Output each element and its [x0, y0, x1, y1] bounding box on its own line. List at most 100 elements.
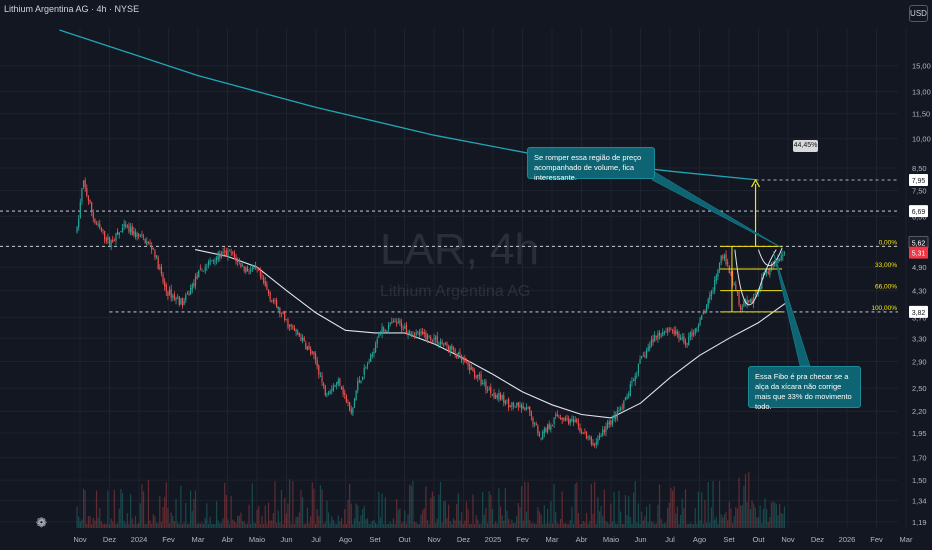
volume-bar: [671, 490, 674, 528]
volume-bar: [473, 523, 476, 528]
volume-bar: [757, 517, 760, 528]
volume-bar: [324, 522, 326, 528]
candle-body: [94, 219, 96, 223]
volume-bar: [448, 504, 450, 528]
volume-bar: [227, 519, 229, 528]
candle-body: [415, 332, 417, 336]
candle-body: [756, 292, 758, 294]
y-tick-label: 1,19: [912, 518, 927, 527]
volume-bar: [264, 505, 266, 528]
volume-bar: [178, 523, 180, 528]
volume-bar: [553, 484, 555, 528]
axes: 15,0013,0011,5010,008,507,506,505,504,90…: [73, 62, 930, 544]
volume-bar: [113, 489, 115, 528]
volume-bar: [407, 514, 409, 528]
volume-bar: [783, 506, 786, 528]
volume-bar: [321, 489, 323, 528]
volume-bar: [379, 517, 382, 528]
volume-bar: [194, 490, 197, 528]
callout-resistance[interactable]: Se romper essa região de preço acompanha…: [527, 147, 655, 182]
candle-body: [112, 239, 114, 242]
volume-bar: [287, 503, 289, 528]
volume-bar: [185, 502, 187, 528]
volume-bar: [76, 506, 78, 528]
candle-body: [720, 255, 722, 263]
volume-bar: [400, 523, 403, 528]
volume-bar: [245, 523, 247, 528]
y-tick-label: 3,30: [912, 334, 927, 343]
candle-body: [292, 326, 294, 328]
candle-body: [772, 264, 774, 267]
volume-bar: [368, 523, 370, 528]
volume-bar: [306, 507, 309, 528]
candle-body: [355, 390, 357, 401]
volume-bar: [224, 482, 226, 528]
candle-body: [645, 350, 648, 359]
volume-bar: [376, 523, 378, 528]
candle-body: [203, 270, 205, 272]
candle-body: [305, 342, 307, 350]
candle-body: [347, 402, 349, 404]
candle-body: [410, 333, 412, 337]
candle-body: [425, 332, 427, 340]
y-tick-label: 1,70: [912, 454, 927, 463]
tradingview-logo-icon[interactable]: ❁: [36, 515, 47, 530]
volume-bar: [538, 511, 541, 528]
volume-bar: [569, 520, 571, 528]
candle-body: [326, 394, 328, 396]
volume-bar: [198, 523, 200, 528]
volume-bar: [644, 516, 646, 528]
candle-body: [141, 234, 143, 236]
volume-bar: [180, 485, 182, 528]
volume-bar: [168, 523, 171, 528]
candle-body: [702, 311, 704, 315]
currency-button[interactable]: USD: [909, 5, 928, 22]
volume-bar: [378, 491, 380, 528]
candle-body: [736, 290, 739, 293]
price-label: 5,62: [912, 240, 926, 247]
candle-body: [574, 419, 576, 422]
level-price-label: 3,82: [912, 310, 926, 317]
candle-body: [383, 328, 385, 332]
volume-bar: [162, 507, 164, 528]
volume-bar: [326, 500, 328, 528]
candle-body: [553, 417, 555, 425]
candle-body: [319, 376, 322, 378]
candle-body: [199, 268, 201, 270]
volume-bar: [415, 522, 417, 528]
watermark-ticker: LAR, 4h: [380, 225, 539, 274]
callout-fibo[interactable]: Essa Fibo é pra checar se a alça da xíca…: [748, 366, 861, 411]
volume-bar: [131, 518, 133, 528]
volume-bar: [717, 523, 719, 528]
candle-body: [478, 375, 481, 377]
volume-bar: [533, 523, 536, 528]
candle-body: [248, 271, 250, 273]
candle-body: [394, 320, 396, 322]
cup-shape: [734, 249, 777, 306]
volume-bar: [469, 523, 471, 528]
candle-body: [138, 233, 140, 236]
drawings[interactable]: 0,00% 33,00% 66,00% 100,00%: [651, 171, 897, 367]
volume-bar: [509, 523, 511, 528]
candle-body: [751, 298, 753, 303]
volume-bar: [590, 483, 592, 528]
volume-bar: [207, 523, 210, 528]
candle-body: [261, 275, 263, 277]
volume-bar: [611, 521, 614, 528]
candle-body: [639, 359, 641, 364]
candle-body: [665, 331, 667, 333]
candle-body: [632, 380, 635, 382]
volume-bar: [126, 513, 128, 528]
candle-body: [144, 238, 146, 244]
target-percent-badge: 44,45%: [793, 140, 818, 152]
candle-body: [396, 322, 398, 324]
candle-body: [519, 405, 521, 408]
candle-body: [744, 302, 747, 304]
candle-body: [115, 232, 117, 241]
candle-body: [405, 325, 408, 333]
volume-bar: [430, 497, 432, 528]
volume-bar: [438, 494, 440, 528]
candle-body: [188, 293, 190, 295]
candle-body: [589, 437, 591, 439]
